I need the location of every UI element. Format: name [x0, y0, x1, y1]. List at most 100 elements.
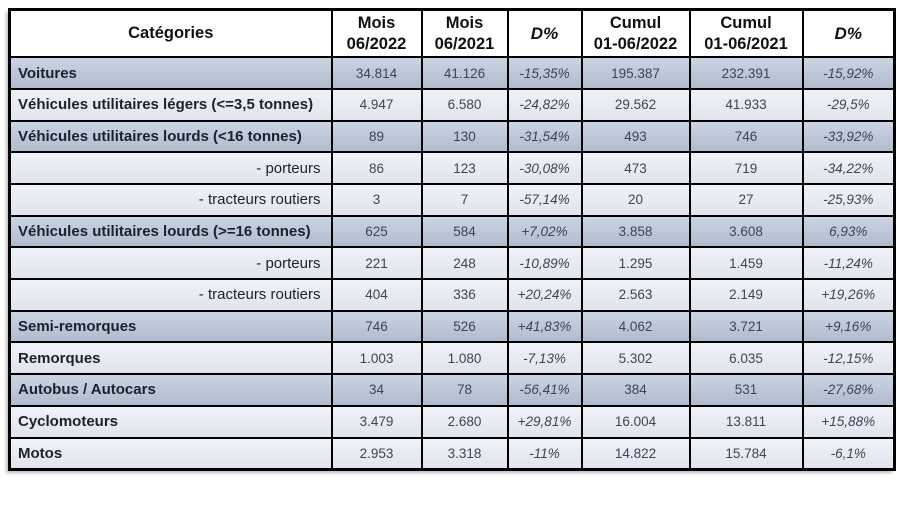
delta-cumul-percent-cell: -33,92%	[801, 119, 896, 154]
mois-2021-value-cell: 123	[420, 151, 509, 185]
cumul-2022-value-cell: 384	[580, 373, 691, 407]
delta-cumul-percent-cell: -11,24%	[801, 246, 896, 281]
cumul-2021-value-cell: 13.811	[688, 404, 804, 439]
header-mois-2021: Mois 06/2021	[420, 8, 509, 59]
mois-2021-value-cell: 78	[420, 373, 509, 407]
mois-2021-value-cell: 526	[420, 309, 509, 344]
cumul-2021-value-cell: 41.933	[688, 87, 804, 122]
header-row: Catégories Mois 06/2022 Mois 06/2021 D% …	[8, 8, 896, 59]
category-cell: - tracteurs routiers	[8, 183, 333, 217]
cumul-2022-value-cell: 195.387	[580, 56, 691, 90]
header-delta-mois: D%	[506, 8, 583, 59]
mois-2022-value-cell: 746	[330, 309, 423, 344]
cumul-2021-value-cell: 1.459	[688, 246, 804, 281]
vehicle-registrations-table: Catégories Mois 06/2022 Mois 06/2021 D% …	[8, 8, 896, 471]
mois-2021-value-cell: 41.126	[420, 56, 509, 90]
delta-mois-percent-cell: -31,54%	[506, 119, 583, 154]
category-cell: Véhicules utilitaires légers (<=3,5 tonn…	[8, 87, 333, 122]
header-mois-2022: Mois 06/2022	[330, 8, 423, 59]
mois-2022-value-cell: 4.947	[330, 87, 423, 122]
header-mois-2021-line2: 06/2021	[434, 34, 495, 53]
delta-cumul-percent-cell: -34,22%	[801, 151, 896, 185]
delta-mois-percent-cell: -15,35%	[506, 56, 583, 90]
header-cumul-2021-line2: 01-06/2021	[704, 34, 788, 53]
header-cumul-2021-line1: Cumul	[720, 14, 772, 32]
cumul-2022-value-cell: 16.004	[580, 404, 691, 439]
delta-cumul-percent-cell: -15,92%	[801, 56, 896, 90]
cumul-2022-value-cell: 493	[580, 119, 691, 154]
header-cumul-2022-line2: 01-06/2022	[593, 34, 678, 53]
delta-mois-percent-cell: -24,82%	[506, 87, 583, 122]
delta-mois-percent-cell: -56,41%	[506, 373, 583, 407]
mois-2022-value-cell: 89	[330, 119, 423, 154]
table-row: - porteurs 221 248 -10,89% 1.295 1.459 -…	[8, 246, 896, 281]
header-cumul-2021: Cumul 01-06/2021	[688, 8, 804, 59]
mois-2022-value-cell: 3	[330, 183, 423, 217]
cumul-2022-value-cell: 1.295	[580, 246, 691, 281]
delta-mois-percent-cell: -57,14%	[506, 183, 583, 217]
cumul-2021-value-cell: 27	[688, 183, 804, 217]
delta-cumul-percent-cell: -6,1%	[801, 436, 896, 471]
delta-mois-percent-cell: -11%	[506, 436, 583, 471]
cumul-2022-value-cell: 14.822	[580, 436, 691, 471]
category-cell: Véhicules utilitaires lourds (>=16 tonne…	[8, 214, 333, 249]
header-delta-cumul-label: D%	[834, 24, 862, 43]
mois-2022-value-cell: 3.479	[330, 404, 423, 439]
header-cumul-2022-line1: Cumul	[609, 14, 662, 32]
delta-cumul-percent-cell: -12,15%	[801, 341, 896, 376]
header-delta-cumul: D%	[801, 8, 896, 59]
delta-mois-percent-cell: +29,81%	[506, 404, 583, 439]
header-cumul-2022: Cumul 01-06/2022	[580, 8, 691, 59]
table-row: - tracteurs routiers 3 7 -57,14% 20 27 -…	[8, 183, 896, 217]
header-mois-2022-line1: Mois	[357, 14, 396, 32]
header-delta-mois-label: D%	[530, 24, 559, 43]
category-cell: Voitures	[8, 56, 333, 90]
mois-2021-value-cell: 2.680	[420, 404, 509, 439]
mois-2022-value-cell: 625	[330, 214, 423, 249]
delta-cumul-percent-cell: +9,16%	[801, 309, 896, 344]
mois-2022-value-cell: 34	[330, 373, 423, 407]
delta-mois-percent-cell: +20,24%	[506, 278, 583, 312]
header-mois-2021-line1: Mois	[445, 14, 484, 32]
cumul-2021-value-cell: 15.784	[688, 436, 804, 471]
delta-cumul-percent-cell: 6,93%	[801, 214, 896, 249]
delta-mois-percent-cell: +41,83%	[506, 309, 583, 344]
document-page: Catégories Mois 06/2022 Mois 06/2021 D% …	[8, 8, 896, 471]
header-categories: Catégories	[8, 8, 333, 59]
cumul-2021-value-cell: 3.608	[688, 214, 804, 249]
table-row: Remorques 1.003 1.080 -7,13% 5.302 6.035…	[8, 341, 896, 376]
category-cell: - tracteurs routiers	[8, 278, 333, 312]
cumul-2021-value-cell: 2.149	[688, 278, 804, 312]
table-row: Véhicules utilitaires légers (<=3,5 tonn…	[8, 87, 896, 122]
table-row: Véhicules utilitaires lourds (>=16 tonne…	[8, 214, 896, 249]
delta-mois-percent-cell: -30,08%	[506, 151, 583, 185]
table-row: Cyclomoteurs 3.479 2.680 +29,81% 16.004 …	[8, 404, 896, 439]
cumul-2021-value-cell: 746	[688, 119, 804, 154]
mois-2021-value-cell: 248	[420, 246, 509, 281]
delta-cumul-percent-cell: +19,26%	[801, 278, 896, 312]
category-cell: Véhicules utilitaires lourds (<16 tonnes…	[8, 119, 333, 154]
mois-2022-value-cell: 1.003	[330, 341, 423, 376]
mois-2021-value-cell: 3.318	[420, 436, 509, 471]
table-row: Motos 2.953 3.318 -11% 14.822 15.784 -6,…	[8, 436, 896, 471]
mois-2022-value-cell: 221	[330, 246, 423, 281]
cumul-2021-value-cell: 719	[688, 151, 804, 185]
delta-cumul-percent-cell: +15,88%	[801, 404, 896, 439]
cumul-2021-value-cell: 3.721	[688, 309, 804, 344]
category-cell: Autobus / Autocars	[8, 373, 333, 407]
table-row: Autobus / Autocars 34 78 -56,41% 384 531…	[8, 373, 896, 407]
table-row: Voitures 34.814 41.126 -15,35% 195.387 2…	[8, 56, 896, 90]
table-body: Voitures 34.814 41.126 -15,35% 195.387 2…	[8, 56, 896, 471]
table-row: - porteurs 86 123 -30,08% 473 719 -34,22…	[8, 151, 896, 185]
delta-cumul-percent-cell: -29,5%	[801, 87, 896, 122]
header-categories-label: Catégories	[128, 24, 214, 43]
cumul-2022-value-cell: 473	[580, 151, 691, 185]
mois-2022-value-cell: 404	[330, 278, 423, 312]
delta-cumul-percent-cell: -25,93%	[801, 183, 896, 217]
cumul-2022-value-cell: 3.858	[580, 214, 691, 249]
table-row: Véhicules utilitaires lourds (<16 tonnes…	[8, 119, 896, 154]
cumul-2021-value-cell: 531	[688, 373, 804, 407]
mois-2021-value-cell: 7	[420, 183, 509, 217]
mois-2021-value-cell: 336	[420, 278, 509, 312]
mois-2022-value-cell: 2.953	[330, 436, 423, 471]
